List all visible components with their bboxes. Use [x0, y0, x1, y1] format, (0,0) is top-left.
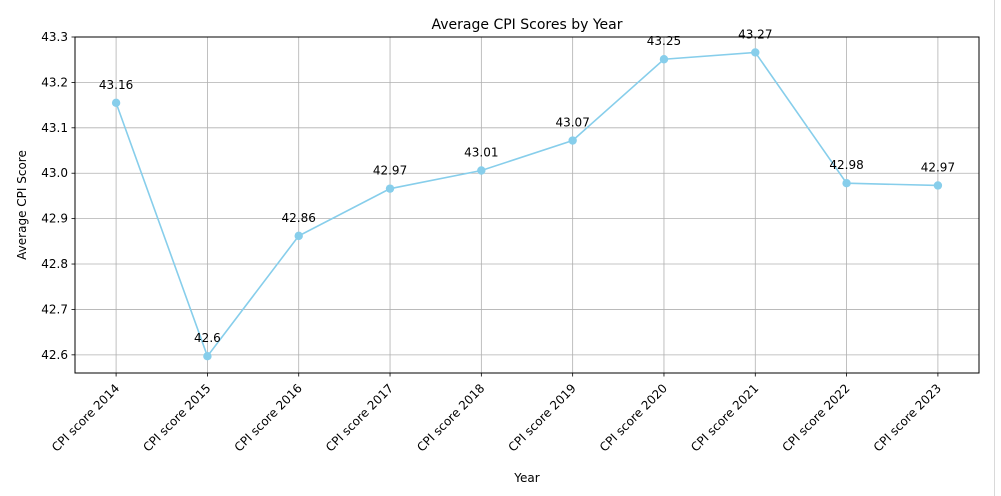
x-axis-label: Year [513, 471, 539, 485]
y-tick-label: 43.2 [41, 75, 68, 89]
data-labels: 43.16 42.6 42.86 42.97 43.01 43.07 43.25 43.27 4… [99, 27, 955, 345]
y-tick-label: 43.1 [41, 121, 68, 135]
series-line [115, 51, 938, 358]
plot-area-frame [74, 36, 980, 374]
data-label: 42.97 [921, 160, 955, 174]
data-point [385, 184, 395, 193]
y-tick-label: 42.7 [41, 302, 68, 316]
data-point [751, 48, 760, 57]
x-tick-label: CPI score 2020 [597, 381, 670, 454]
data-point [659, 55, 669, 64]
data-point [203, 352, 212, 361]
series-line-group [115, 51, 938, 358]
data-label: 43.01 [464, 145, 498, 159]
data-label: 43.27 [738, 27, 772, 41]
data-point [568, 136, 577, 145]
data-point [111, 98, 121, 108]
y-axis-ticks: 42.6 42.7 42.8 42.9 43.0 43.1 43.2 43.3 [41, 30, 75, 362]
data-point [477, 166, 486, 175]
x-tick-label: CPI score 2019 [506, 381, 579, 454]
y-tick-label: 43.3 [41, 30, 68, 44]
x-axis-ticks: CPI score 2014 CPI score 2015 CPI score 20… [49, 373, 944, 454]
grid [75, 36, 979, 373]
y-tick-label: 43.0 [41, 166, 68, 180]
y-tick-label: 42.6 [41, 348, 68, 362]
x-tick-label: CPI score 2016 [232, 381, 305, 454]
window-edge-divider [994, 0, 995, 496]
data-label: 42.97 [373, 164, 407, 178]
data-label: 42.6 [194, 331, 221, 345]
data-label: 42.98 [829, 158, 863, 172]
x-tick-label: CPI score 2017 [323, 381, 396, 454]
data-label: 42.86 [282, 211, 316, 225]
x-tick-label: CPI score 2022 [779, 381, 852, 454]
data-label: 43.07 [555, 116, 589, 130]
data-point [842, 179, 851, 188]
y-tick-label: 42.9 [41, 212, 68, 226]
x-tick-label: CPI score 2014 [49, 381, 122, 454]
x-tick-label: CPI score 2023 [871, 381, 944, 454]
data-point [933, 181, 943, 190]
x-tick-label: CPI score 2015 [140, 381, 213, 454]
y-tick-label: 42.8 [41, 257, 68, 271]
data-label: 43.16 [99, 78, 133, 92]
data-point [294, 231, 303, 241]
chart-title: Average CPI Scores by Year [432, 17, 623, 33]
data-label: 43.25 [647, 34, 681, 48]
y-axis-label: Average CPI Score [15, 150, 29, 260]
x-tick-label: CPI score 2018 [414, 381, 487, 454]
x-tick-label: CPI score 2021 [688, 381, 761, 454]
data-points [111, 48, 943, 361]
